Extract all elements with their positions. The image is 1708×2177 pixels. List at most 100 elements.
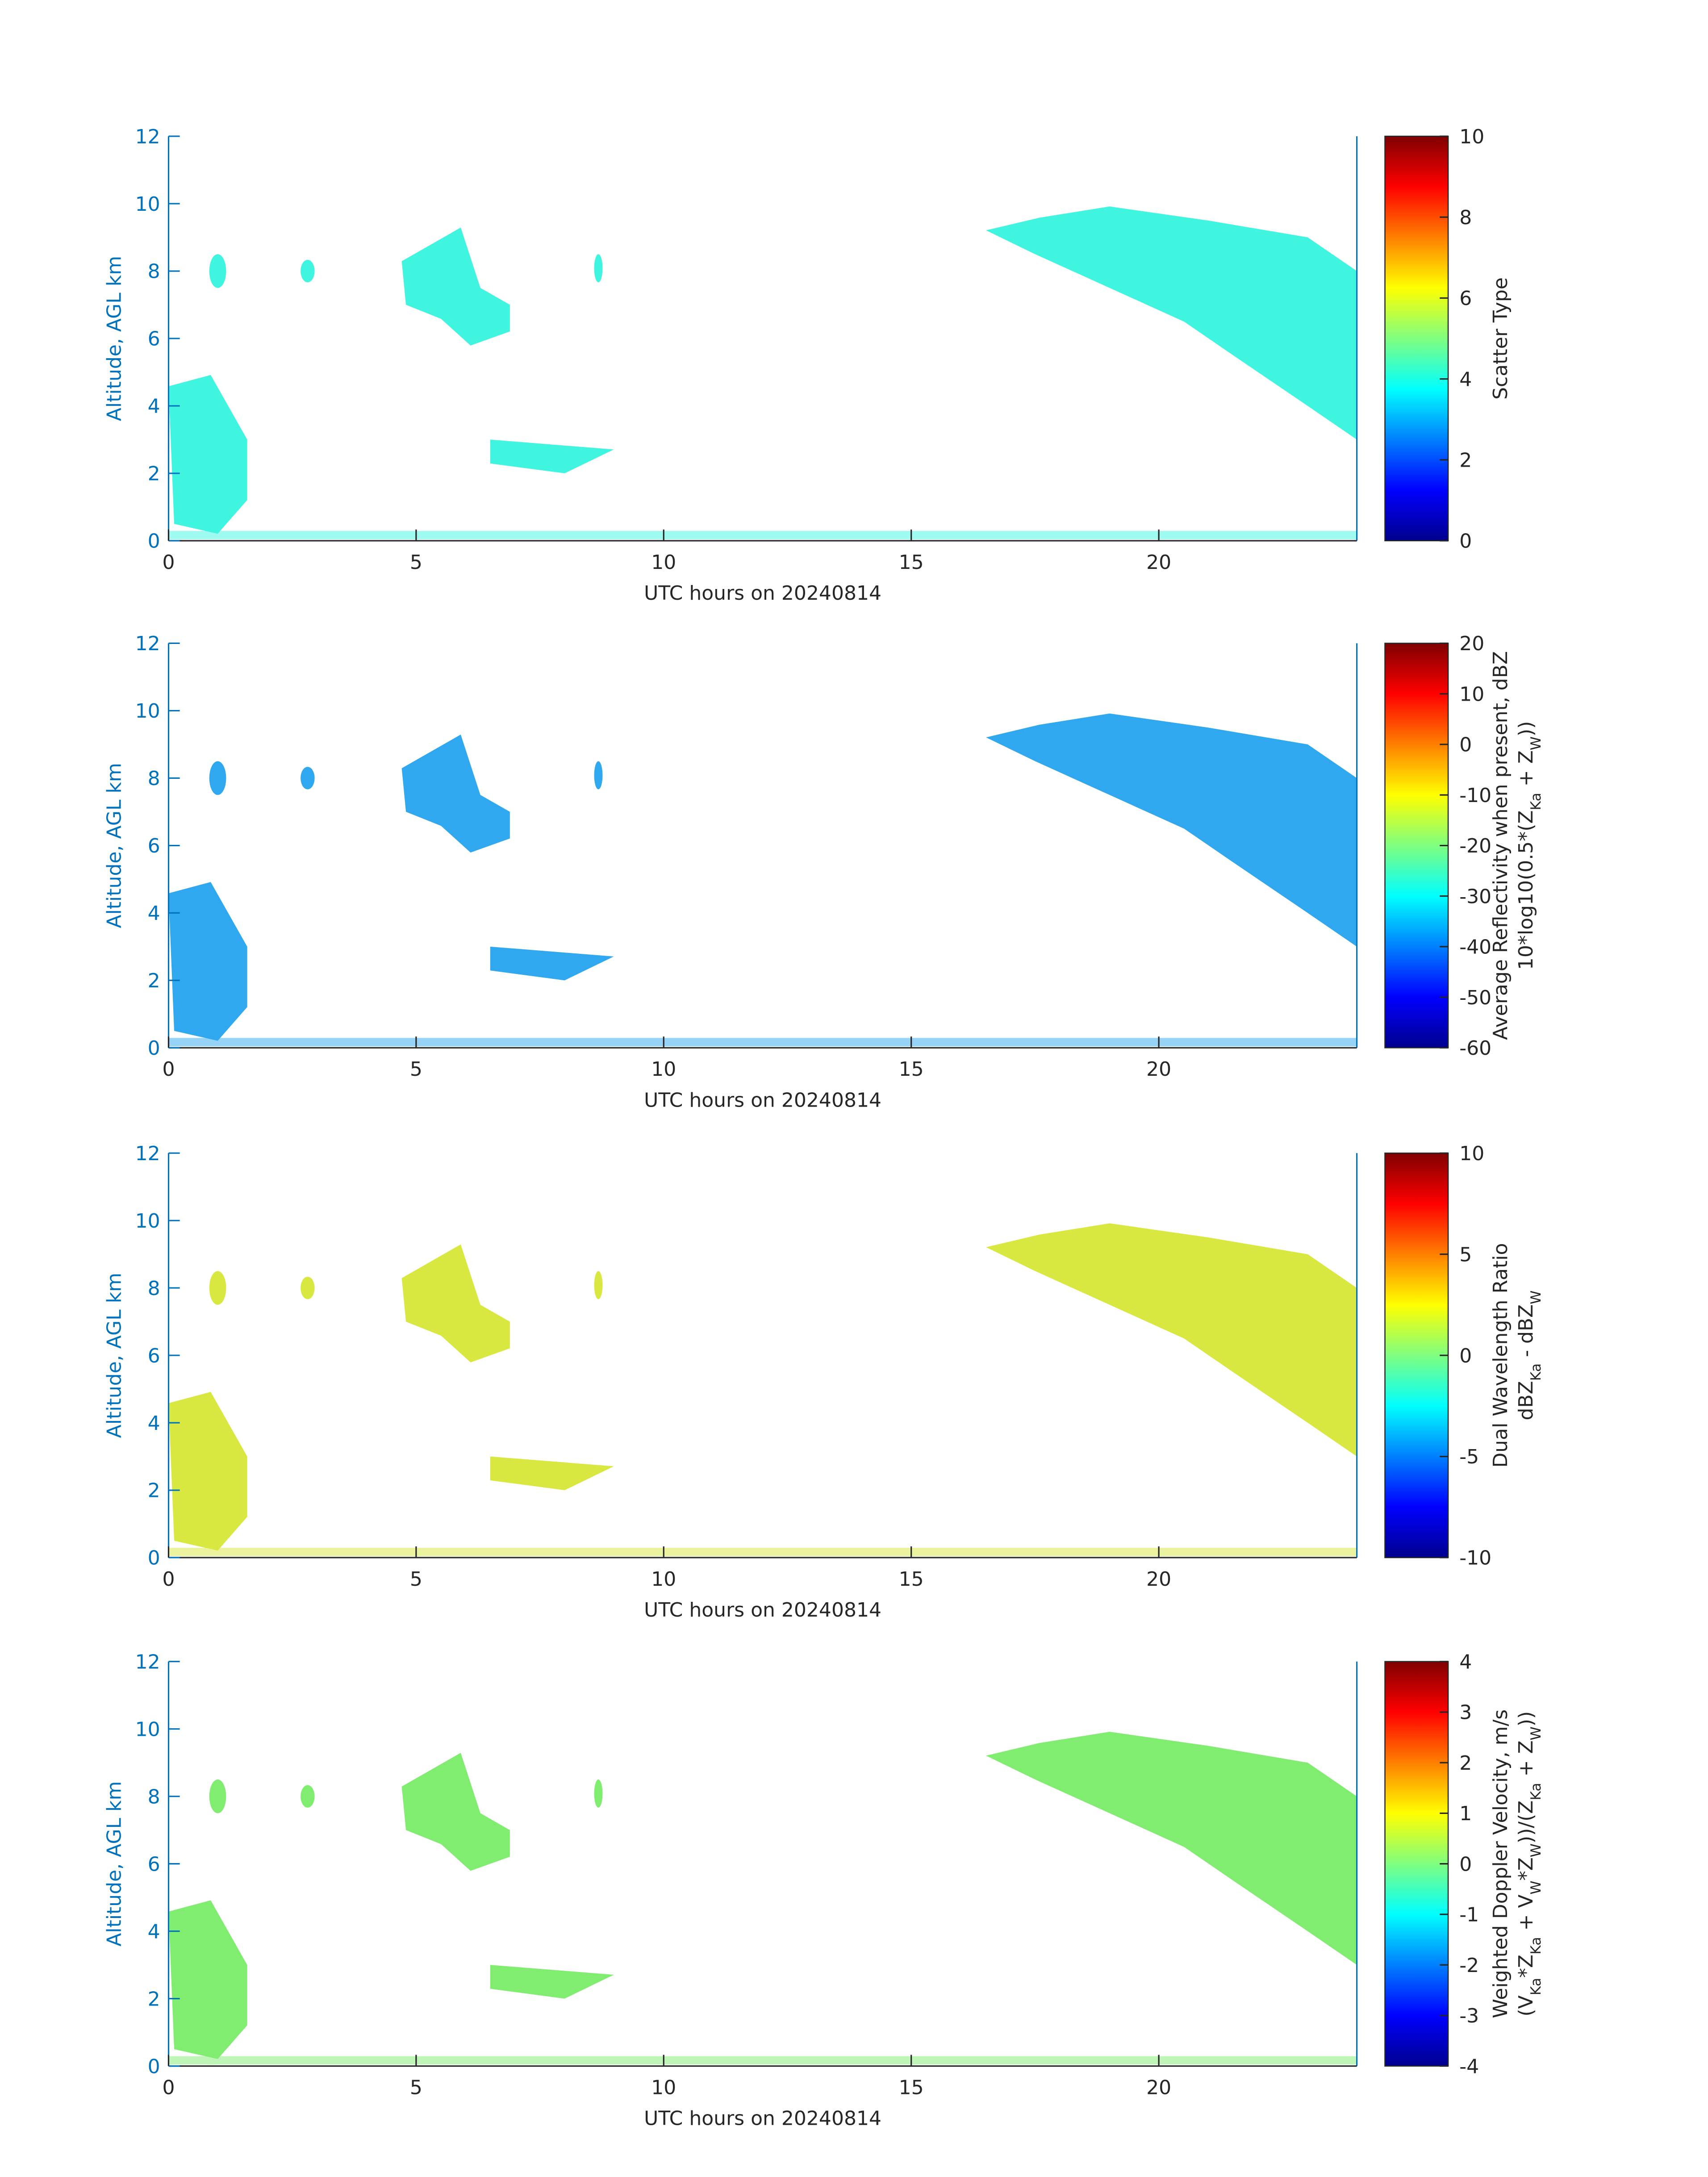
- x-tick-label: 10: [651, 1568, 676, 1591]
- colorbar-tick-label: -3: [1459, 2005, 1479, 2027]
- y-tick-label: 0: [148, 1037, 160, 1060]
- colorbar-tick-label: 1: [1459, 1802, 1472, 1825]
- colorbar-label-part: + V: [1515, 1894, 1537, 1937]
- colorbar-label-part: W: [1528, 1843, 1544, 1857]
- x-axis-label: UTC hours on 20240814: [644, 582, 881, 605]
- colorbar-label-part: + Z: [1515, 1740, 1537, 1783]
- y-tick-label: 4: [148, 1412, 160, 1435]
- colorbar-tick-label: 0: [1459, 1853, 1472, 1876]
- x-tick-label: 10: [651, 1058, 676, 1081]
- colorbar-label-part: )): [1515, 1711, 1537, 1726]
- x-tick-label: 10: [651, 551, 676, 574]
- colorbar-label-part: Ka: [1528, 1937, 1544, 1954]
- colorbar: [1384, 135, 1449, 542]
- colorbar-tick-label: 20: [1459, 632, 1484, 655]
- y-tick-label: 6: [148, 1853, 160, 1876]
- x-tick-label: 0: [162, 2076, 175, 2099]
- x-tick-label: 0: [162, 1058, 175, 1081]
- colorbar: [1384, 643, 1449, 1049]
- colorbar-label-part: *Z: [1515, 1857, 1537, 1880]
- echoes: [168, 206, 1357, 2065]
- y-tick-label: 2: [148, 1988, 160, 2010]
- y-axis-label: Altitude, AGL km: [103, 763, 126, 928]
- y-tick-label: 12: [135, 1651, 160, 1673]
- colorbar-label-part: W: [1528, 736, 1544, 750]
- y-tick-label: 8: [148, 767, 160, 790]
- colorbar-tick-label: 10: [1459, 125, 1484, 148]
- y-tick-label: 6: [148, 328, 160, 351]
- x-axis-label: UTC hours on 20240814: [644, 1089, 881, 1111]
- x-tick-label: 5: [410, 1058, 422, 1081]
- colorbar-label-part: Ka: [1528, 1783, 1544, 1800]
- colorbar-tick-label: 8: [1459, 206, 1472, 229]
- y-axis-label: Altitude, AGL km: [103, 1781, 126, 1946]
- colorbar-tick-label: 0: [1459, 734, 1472, 756]
- x-tick-label: 15: [899, 2076, 924, 2099]
- y-tick-label: 12: [135, 125, 160, 148]
- colorbar-tick-label: -4: [1459, 2055, 1479, 2078]
- y-tick-label: 10: [135, 1210, 160, 1233]
- y-tick-label: 10: [135, 1718, 160, 1741]
- x-tick-label: 5: [410, 551, 422, 574]
- y-tick-label: 10: [135, 193, 160, 216]
- y-tick-label: 4: [148, 1920, 160, 1943]
- x-tick-label: 5: [410, 2076, 422, 2099]
- colorbar-tick-label: -10: [1459, 1547, 1491, 1570]
- colorbar-tick-label: 10: [1459, 683, 1484, 706]
- colorbar-tick-label: 3: [1459, 1701, 1472, 1724]
- colorbar-tick-label: -30: [1459, 885, 1491, 908]
- colorbar-label-part: *Z: [1515, 1955, 1537, 1978]
- colorbar-label: Average Reflectivity when present, dBZ: [1489, 651, 1512, 1040]
- x-axis-label: UTC hours on 20240814: [644, 1599, 881, 1621]
- colorbar: [1384, 1661, 1449, 2067]
- colorbar-tick-label: 0: [1459, 1345, 1472, 1367]
- x-tick-label: 0: [162, 1568, 175, 1591]
- y-axis-label: Altitude, AGL km: [103, 1273, 126, 1438]
- colorbar-tick-label: 2: [1459, 449, 1472, 472]
- y-tick-label: 4: [148, 395, 160, 418]
- echo-region: [168, 206, 1357, 539]
- x-tick-label: 20: [1146, 1058, 1171, 1081]
- x-tick-label: 20: [1146, 2076, 1171, 2099]
- colorbar: [1384, 1152, 1449, 1559]
- colorbar-tick-label: 4: [1459, 1651, 1472, 1673]
- echo-region: [168, 713, 1357, 1047]
- colorbar-label: 10*log10(0.5*(ZKa + ZW)): [1515, 721, 1544, 970]
- y-tick-label: 12: [135, 1142, 160, 1165]
- colorbar-label-part: Weighted Doppler Velocity, m/s: [1489, 1709, 1512, 2018]
- y-tick-label: 2: [148, 969, 160, 992]
- colorbar-tick-label: 10: [1459, 1142, 1484, 1165]
- x-tick-label: 15: [899, 551, 924, 574]
- colorbar-label: Scatter Type: [1489, 277, 1512, 400]
- y-tick-label: 6: [148, 835, 160, 857]
- colorbar-tick-label: -1: [1459, 1904, 1479, 1926]
- colorbar-label-part: 10*log10(0.5*(Z: [1515, 810, 1537, 970]
- colorbar-label-part: Average Reflectivity when present, dBZ: [1489, 651, 1512, 1040]
- x-tick-label: 0: [162, 551, 175, 574]
- y-axis-label: Altitude, AGL km: [103, 256, 126, 421]
- echo-region: [168, 1731, 1357, 2065]
- echo-region: [168, 1223, 1357, 1556]
- colorbar-tick-label: 2: [1459, 1752, 1472, 1775]
- y-tick-label: 10: [135, 700, 160, 723]
- y-tick-label: 2: [148, 463, 160, 485]
- colorbar-label-part: Ka: [1528, 1978, 1544, 1995]
- colorbar-tick-label: 6: [1459, 287, 1472, 310]
- y-tick-label: 4: [148, 902, 160, 925]
- y-tick-label: 0: [148, 1547, 160, 1570]
- colorbar-label-part: + Z: [1515, 750, 1537, 793]
- colorbar-label: Dual Wavelength Ratio: [1489, 1243, 1512, 1468]
- colorbar-tick-label: -5: [1459, 1446, 1479, 1468]
- y-tick-label: 8: [148, 1277, 160, 1300]
- colorbar-label-part: Ka: [1528, 793, 1544, 810]
- y-tick-label: 8: [148, 1785, 160, 1808]
- colorbar-label-part: W: [1528, 1880, 1544, 1894]
- x-tick-label: 15: [899, 1568, 924, 1591]
- x-tick-label: 5: [410, 1568, 422, 1591]
- x-axis-label: UTC hours on 20240814: [644, 2107, 881, 2130]
- colorbar-label: Weighted Doppler Velocity, m/s: [1489, 1709, 1512, 2018]
- y-tick-label: 0: [148, 530, 160, 553]
- y-tick-label: 0: [148, 2055, 160, 2078]
- colorbar-label-part: dBZ: [1515, 1381, 1537, 1420]
